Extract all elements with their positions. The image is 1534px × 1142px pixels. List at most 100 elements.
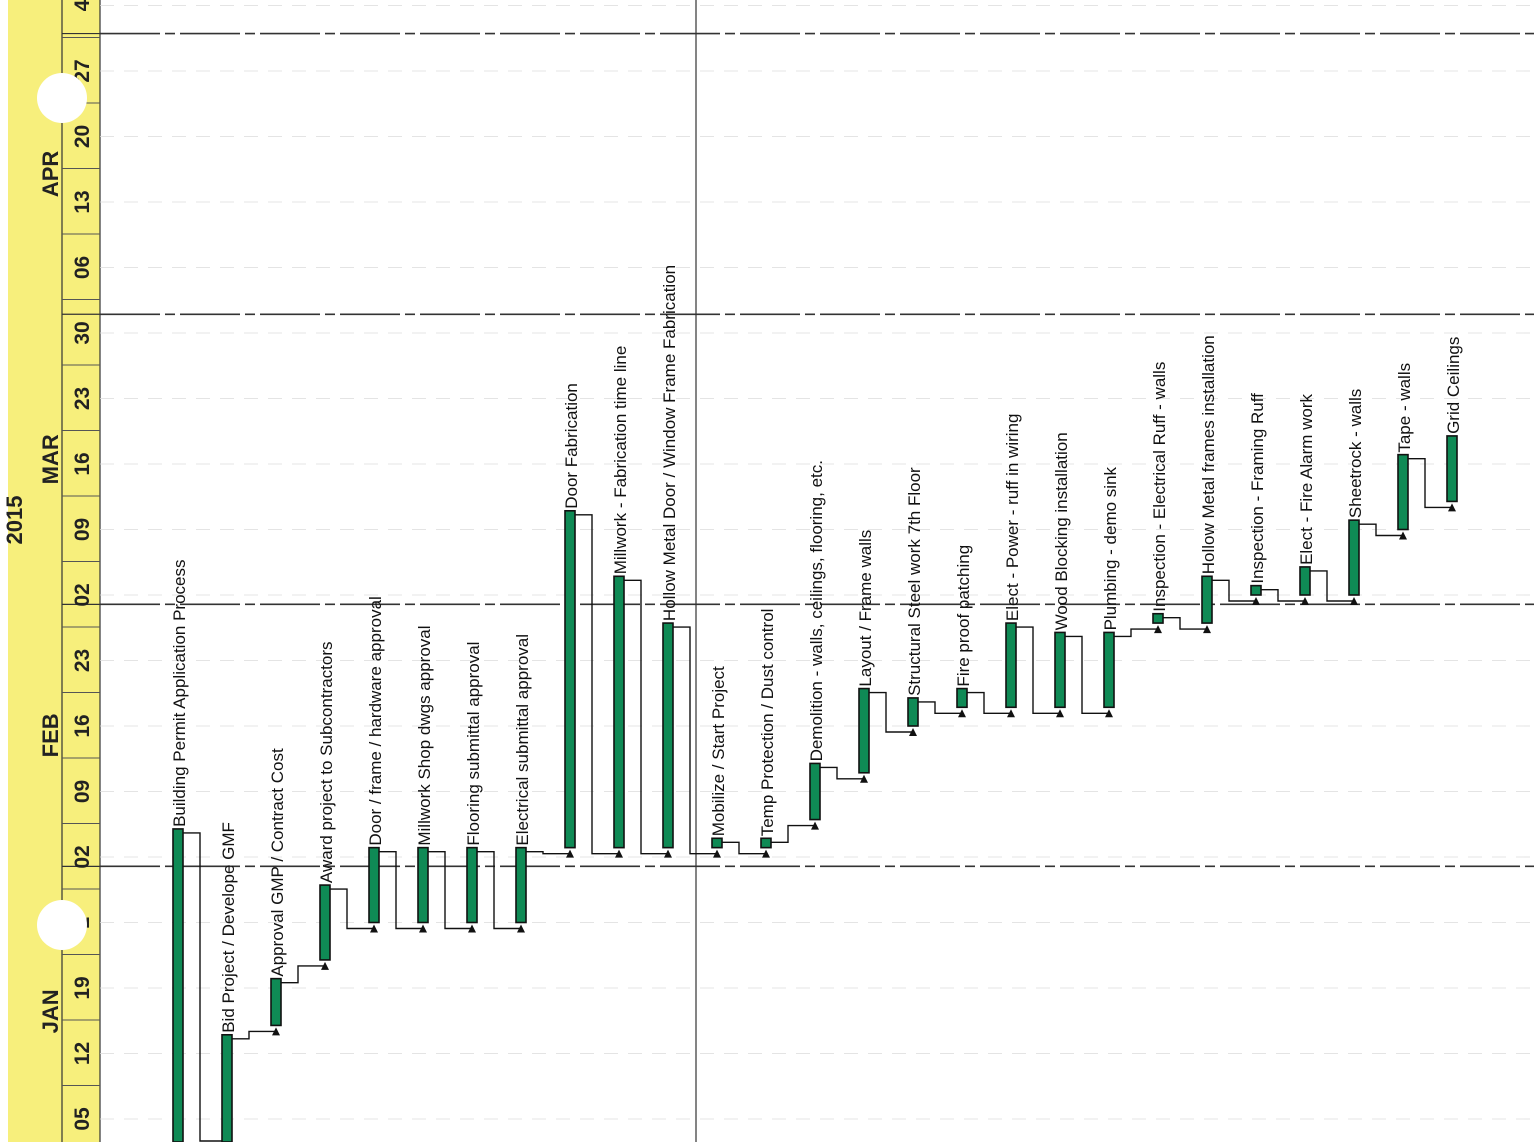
- task-bar: [1005, 622, 1017, 709]
- task-bar: [662, 622, 674, 849]
- month-label: FEB: [38, 713, 63, 757]
- task-bar: [1299, 566, 1311, 596]
- week-tick-label: 05: [71, 1107, 94, 1131]
- dependency-link: [575, 514, 619, 855]
- task-bar: [319, 884, 331, 961]
- dependency-link: [1261, 588, 1305, 602]
- dependency-link: [1359, 523, 1403, 537]
- dependency-arrow: [272, 1027, 280, 1036]
- dependency-arrow: [615, 849, 623, 858]
- week-tick-label: 23: [71, 649, 94, 672]
- week-tick-label: 12: [71, 1042, 94, 1065]
- dependency-arrow: [370, 924, 378, 933]
- task-label: Elect - Power - ruff in wiring: [1003, 414, 1022, 622]
- dependency-link: [722, 841, 766, 855]
- month-label: MAR: [38, 434, 63, 484]
- month-labels: JANFEBMARAPRMAY: [38, 32, 100, 1033]
- task-label: Sheetrock - walls: [1346, 389, 1365, 518]
- task-label: Layout / Frame walls: [856, 530, 875, 687]
- dependency-arrow: [517, 924, 525, 933]
- task-label: Electrical submittal approval: [513, 634, 532, 846]
- dependency-link: [1065, 635, 1109, 714]
- week-tick-label: 02: [71, 845, 94, 868]
- task-label: Door / frame / hardware approval: [366, 596, 385, 845]
- task-label: Wood Blocking installation: [1052, 432, 1071, 630]
- dependency-arrow: [664, 849, 672, 858]
- dependency-link: [918, 701, 962, 714]
- week-tick-label: 27: [71, 59, 94, 82]
- week-tick-label: 16: [71, 714, 94, 737]
- dependency-arrow: [321, 961, 329, 970]
- dependency-arrow: [1448, 503, 1456, 512]
- task-label: Approval GMP / Contract Cost: [268, 748, 287, 977]
- task-label: Mobilize / Start Project: [709, 666, 728, 836]
- task-bar: [858, 687, 870, 774]
- task-bar: [270, 977, 282, 1027]
- task-label: Door Fabrication: [562, 383, 581, 509]
- dependency-link: [1114, 628, 1158, 638]
- task-label: Inspection - Electrical Ruff - walls: [1150, 362, 1169, 612]
- task-bar: [613, 575, 625, 849]
- task-bar: [172, 828, 184, 1142]
- dependency-arrow: [762, 849, 770, 858]
- task-bar: [1446, 435, 1458, 503]
- dependency-arrow: [1154, 625, 1162, 634]
- task-bar: [417, 846, 429, 924]
- week-tick-label: 16: [71, 452, 94, 475]
- task-bar: [466, 846, 478, 924]
- dependency-arrow: [811, 821, 819, 830]
- dependency-link: [624, 579, 668, 855]
- task-bar: [809, 762, 821, 821]
- punch-hole: [37, 900, 87, 950]
- task-label: Elect - Fire Alarm work: [1297, 393, 1316, 564]
- week-tick-label: 02: [71, 583, 94, 606]
- dependency-arrow: [1252, 597, 1260, 605]
- grid: [100, 5, 1534, 1120]
- month-label: APR: [38, 151, 63, 198]
- task-bar: [515, 846, 527, 924]
- dependency-link: [477, 850, 521, 930]
- task-labels: Building Permit Application Process Bid P…: [170, 265, 1463, 1033]
- task-label: Hollow Metal Door / Window Frame Fabrica…: [660, 265, 679, 621]
- week-tick-label: 20: [71, 125, 94, 148]
- week-tick-label: 13: [71, 190, 94, 213]
- punch-hole: [37, 73, 87, 123]
- task-label: Demolition - walls, ceilings, flooring, …: [807, 460, 826, 761]
- dependency-link: [820, 766, 864, 780]
- month-label: JAN: [38, 989, 63, 1033]
- dependency-arrow: [1203, 625, 1211, 634]
- dependency-link: [232, 1030, 276, 1040]
- timeline-header: [8, 0, 100, 1142]
- task-bar: [760, 837, 772, 849]
- task-label: Millwork - Fabrication time line: [611, 346, 630, 575]
- dependency-links: [183, 457, 1456, 1142]
- task-label: Fire proof patching: [954, 545, 973, 687]
- task-label: Grid Ceilings: [1444, 337, 1463, 434]
- dependency-arrow: [1399, 531, 1407, 540]
- week-tick-label: 19: [71, 976, 94, 999]
- week-tick-label: 30: [71, 321, 94, 344]
- task-bar: [1054, 631, 1066, 709]
- dependency-arrow: [909, 728, 917, 736]
- dependency-arrow: [958, 709, 966, 718]
- dependency-link: [1016, 626, 1060, 714]
- dependency-link: [330, 888, 374, 930]
- dependency-link: [771, 824, 815, 843]
- dependency-link: [673, 626, 717, 855]
- dependency-link: [183, 832, 227, 1142]
- task-bar: [221, 1033, 233, 1142]
- week-ticks: 051219202091623020916233006132027411: [62, 0, 100, 1131]
- task-bar: [1348, 519, 1360, 596]
- week-tick-label: 4: [71, 0, 94, 11]
- dependency-arrow: [860, 774, 868, 783]
- dependency-arrow: [1056, 709, 1064, 718]
- dependency-arrow: [468, 924, 476, 933]
- dependency-link: [1163, 617, 1207, 630]
- task-label: Award project to Subcontractors: [317, 641, 336, 883]
- task-bar: [564, 509, 576, 849]
- task-label: Structural Steel work 7th Floor: [905, 467, 924, 696]
- year-label: 2015: [2, 496, 27, 545]
- dependency-link: [526, 850, 570, 855]
- task-label: Inspection - Framing Ruff: [1248, 393, 1267, 584]
